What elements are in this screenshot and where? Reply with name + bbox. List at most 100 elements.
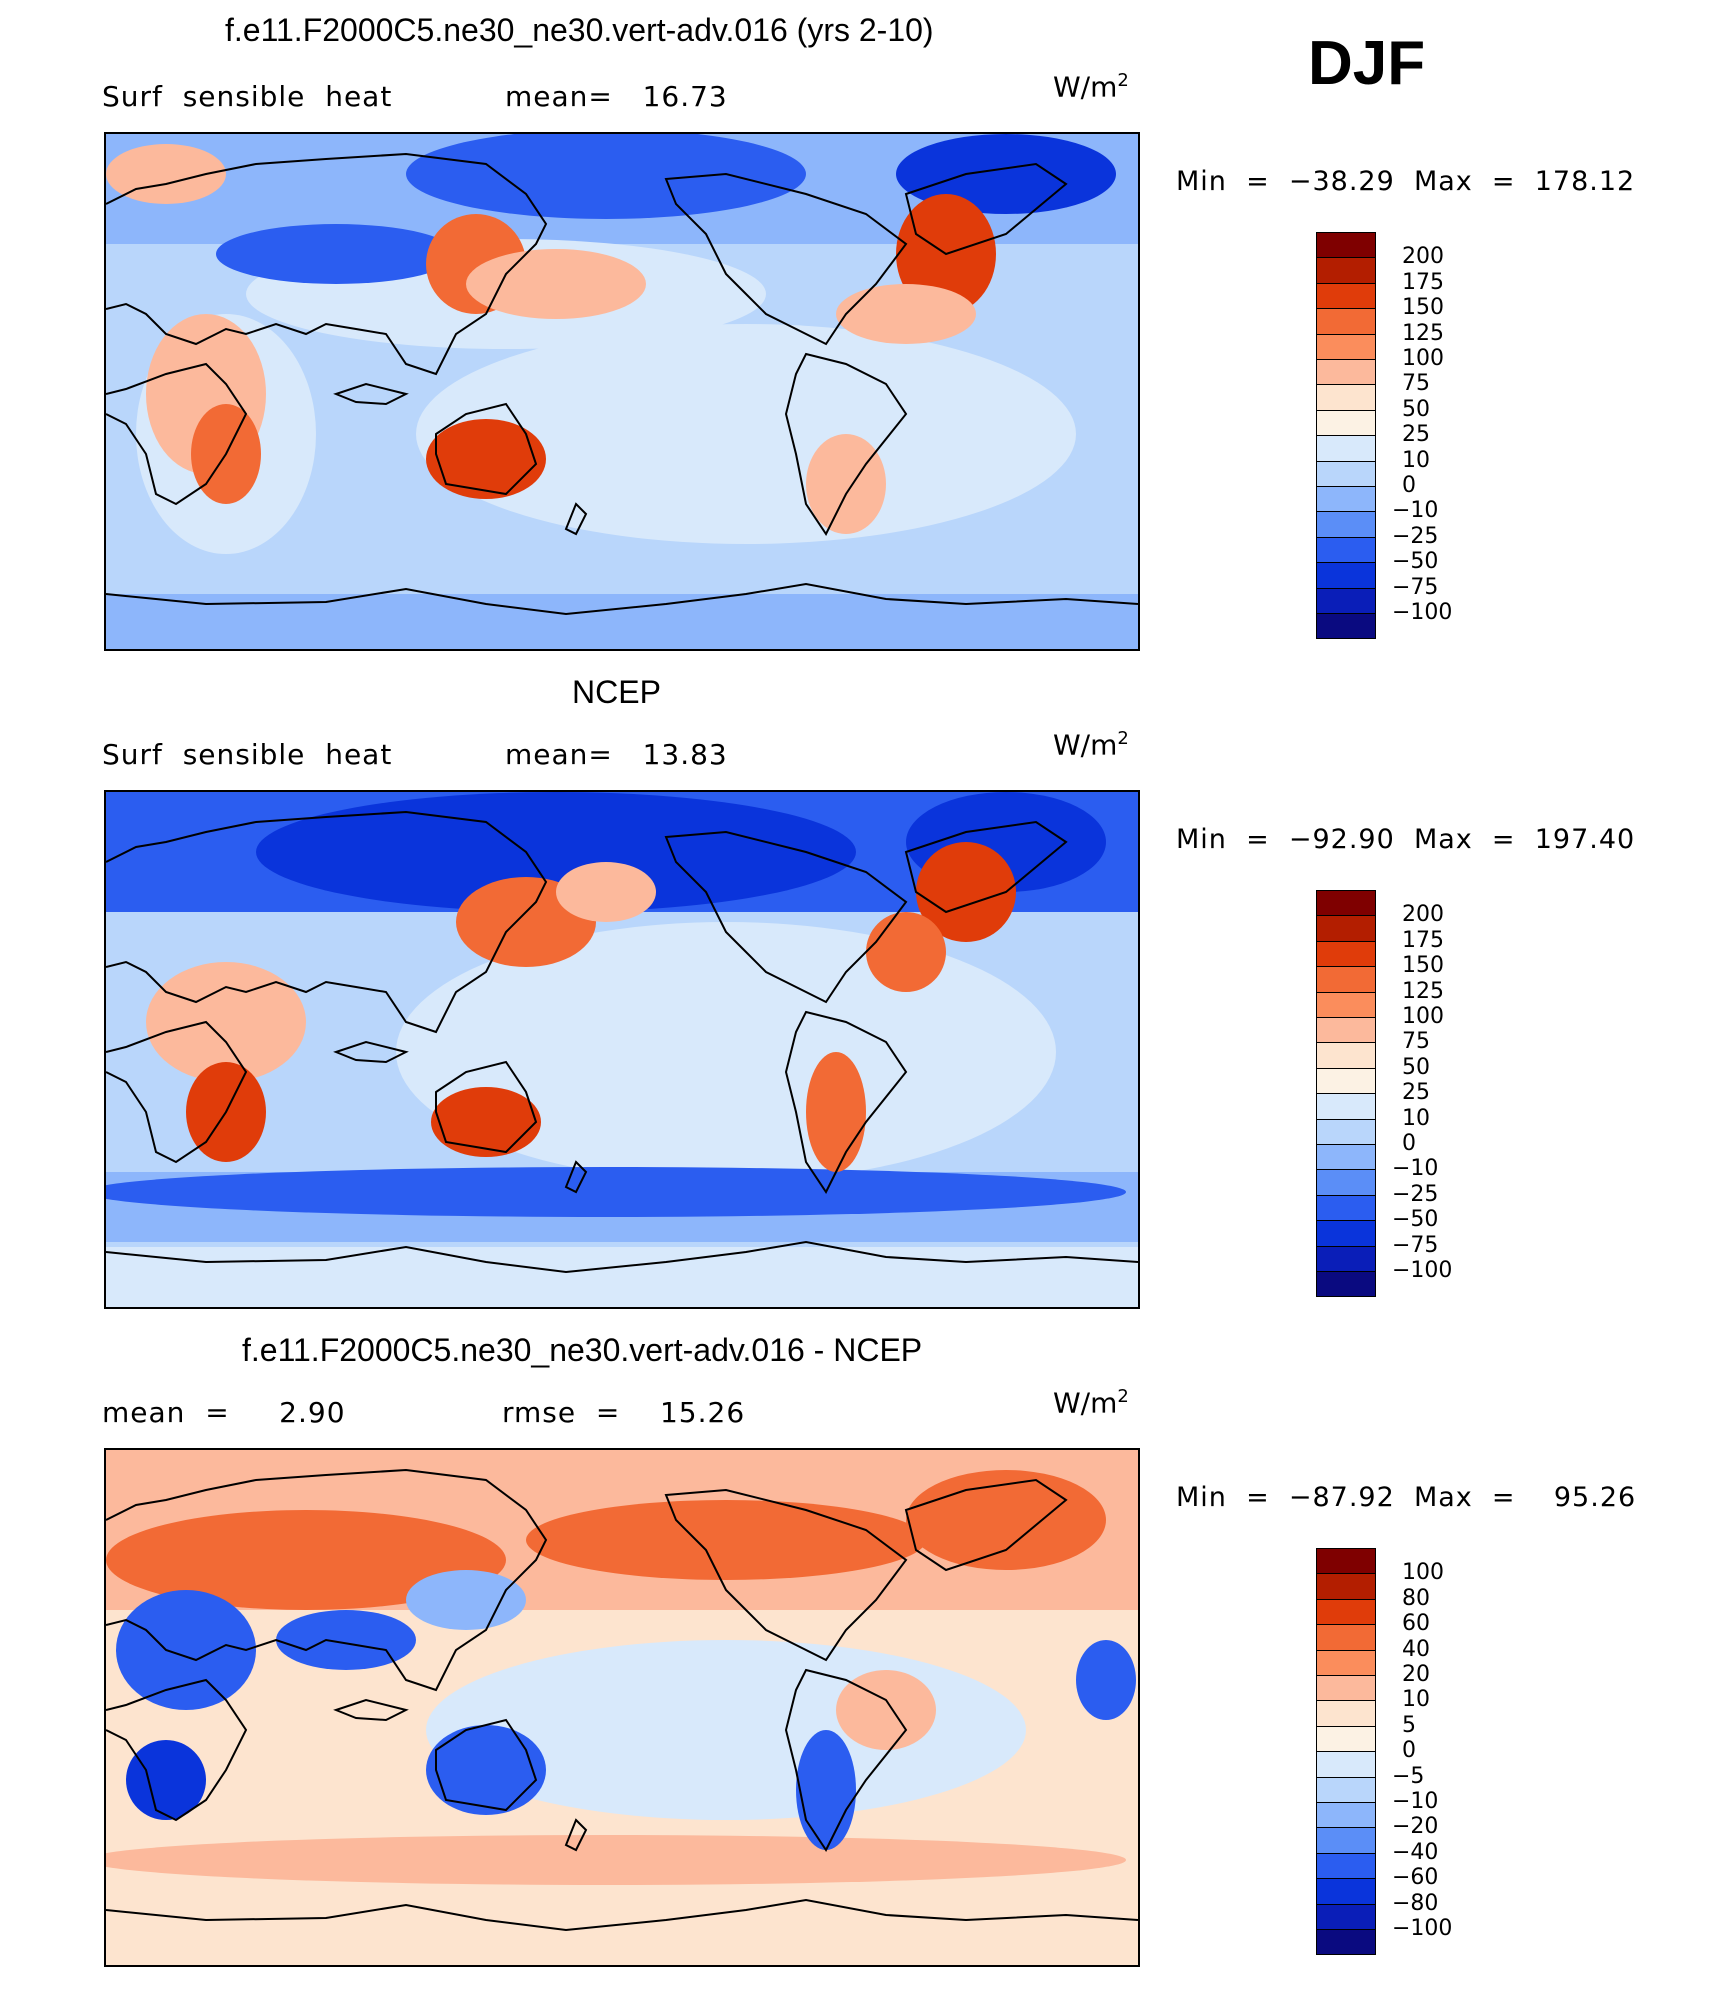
colorbar-label: −50 <box>1392 549 1439 575</box>
colorbar-swatch <box>1316 1929 1376 1956</box>
colorbar-label: 10 <box>1402 1105 1430 1131</box>
colorbar-swatch <box>1316 511 1376 538</box>
panel-3-minmax: Min = −87.92 Max = 95.26 <box>1176 1482 1637 1513</box>
colorbar-label: −20 <box>1392 1814 1439 1840</box>
colorbar-label: 50 <box>1402 1054 1430 1080</box>
colorbar-label: 150 <box>1402 953 1444 979</box>
panel-1-title: f.e11.F2000C5.ne30_ne30.vert-adv.016 (yr… <box>225 12 934 48</box>
panel-3-right-label: rmse = 15.26 <box>502 1396 746 1429</box>
panel-1-right-label: mean= 16.73 <box>505 80 728 113</box>
colorbar-swatch <box>1316 1649 1376 1676</box>
panel-2-right-label: mean= 13.83 <box>505 738 728 771</box>
colorbar-label: 75 <box>1402 1029 1430 1055</box>
panel-3-units: W/m2 <box>1053 1386 1129 1420</box>
colorbar-label: −80 <box>1392 1890 1439 1916</box>
panel-3-title: f.e11.F2000C5.ne30_ne30.vert-adv.016 - N… <box>242 1332 923 1368</box>
colorbar-swatch <box>1316 460 1376 487</box>
colorbar-label: −75 <box>1392 1232 1439 1258</box>
colorbar-swatch <box>1316 1852 1376 1880</box>
colorbar-label: −5 <box>1392 1763 1425 1789</box>
colorbar-label: −75 <box>1392 574 1439 600</box>
colorbar-label: 200 <box>1402 902 1444 928</box>
colorbar-swatch <box>1316 1194 1376 1222</box>
colorbar-swatch <box>1316 1017 1376 1044</box>
colorbar-label: 150 <box>1402 295 1444 321</box>
colorbar-swatch <box>1316 1067 1376 1095</box>
colorbar-swatch <box>1316 282 1376 310</box>
colorbar-label: −10 <box>1392 1156 1439 1182</box>
panel-2-title: NCEP <box>572 674 661 710</box>
colorbar-swatch <box>1316 1624 1376 1651</box>
colorbar-swatch <box>1316 435 1376 462</box>
colorbar-swatch <box>1316 1700 1376 1727</box>
colorbar-swatch <box>1316 308 1376 335</box>
colorbar-label: 0 <box>1402 1738 1416 1764</box>
season-label: DJF <box>1308 29 1426 98</box>
colorbar-swatch <box>1316 915 1376 942</box>
panel-1-left-label: Surf sensible heat <box>102 80 393 113</box>
colorbar-label: 80 <box>1402 1585 1430 1611</box>
colorbar-label: 125 <box>1402 320 1444 346</box>
colorbar-swatch <box>1316 1598 1376 1626</box>
colorbar-swatch <box>1316 1675 1376 1702</box>
colorbar-label: 50 <box>1402 396 1430 422</box>
colorbar-swatch <box>1316 1144 1376 1171</box>
colorbar-swatch <box>1316 1725 1376 1753</box>
colorbar-swatch <box>1316 1878 1376 1905</box>
colorbar-label: 200 <box>1402 244 1444 270</box>
colorbar-swatch <box>1316 1751 1376 1778</box>
colorbar-label: 100 <box>1402 346 1444 371</box>
colorbar-swatch <box>1316 1827 1376 1854</box>
colorbar-swatch <box>1316 486 1376 513</box>
colorbar-swatch <box>1316 384 1376 411</box>
colorbar-label: 175 <box>1402 269 1444 295</box>
colorbar-swatch <box>1316 587 1376 614</box>
colorbar-swatch <box>1316 1548 1376 1575</box>
colorbar-swatch <box>1316 257 1376 284</box>
colorbar-label: 175 <box>1402 927 1444 953</box>
colorbar-swatch <box>1316 359 1376 386</box>
colorbar-swatch <box>1316 1042 1376 1069</box>
colorbar-label: 10 <box>1402 1687 1430 1713</box>
panel-2-map <box>104 790 1140 1309</box>
colorbar-swatch <box>1316 1245 1376 1272</box>
colorbar-swatch <box>1316 1093 1376 1120</box>
colorbar-swatch <box>1316 1776 1376 1803</box>
colorbar-label: 5 <box>1402 1712 1416 1738</box>
colorbar-label: −40 <box>1392 1839 1439 1865</box>
colorbar-label: 25 <box>1402 422 1430 448</box>
colorbar-label: 40 <box>1402 1636 1430 1662</box>
panel-3-left-label: mean = 2.90 <box>102 1396 346 1429</box>
colorbar-label: 25 <box>1402 1080 1430 1106</box>
colorbar-label: 100 <box>1402 1004 1444 1029</box>
colorbar-swatch <box>1316 562 1376 589</box>
colorbar-label: −10 <box>1392 498 1439 524</box>
colorbar-label: 100 <box>1402 1560 1444 1586</box>
colorbar-swatch <box>1316 1169 1376 1196</box>
colorbar-swatch <box>1316 1802 1376 1829</box>
colorbar-label: −100 <box>1392 1916 1453 1941</box>
colorbar-label: 10 <box>1402 447 1430 473</box>
colorbar-swatch <box>1316 940 1376 968</box>
colorbar-swatch <box>1316 1271 1376 1298</box>
colorbar-label: −50 <box>1392 1207 1439 1233</box>
colorbar-swatch <box>1316 333 1376 360</box>
colorbar-label: 0 <box>1402 1131 1416 1156</box>
colorbar-label: 20 <box>1402 1662 1430 1687</box>
colorbar-swatch <box>1316 232 1376 259</box>
panel-2-left-label: Surf sensible heat <box>102 738 393 771</box>
panel-2-units: W/m2 <box>1053 728 1129 762</box>
colorbar-swatch <box>1316 536 1376 564</box>
colorbar-swatch <box>1316 890 1376 917</box>
colorbar-swatch <box>1316 991 1376 1018</box>
panel-1-units: W/m2 <box>1053 70 1129 104</box>
panel-3-map <box>104 1448 1140 1967</box>
colorbar-label: 0 <box>1402 473 1416 498</box>
colorbar-swatch <box>1316 966 1376 993</box>
colorbar-label: 75 <box>1402 371 1430 397</box>
colorbar-swatch <box>1316 1118 1376 1145</box>
panel-2-minmax: Min = −92.90 Max = 197.40 <box>1176 824 1636 855</box>
colorbar-swatch <box>1316 1903 1376 1930</box>
colorbar-swatch <box>1316 409 1376 437</box>
panel-1-map <box>104 132 1140 651</box>
